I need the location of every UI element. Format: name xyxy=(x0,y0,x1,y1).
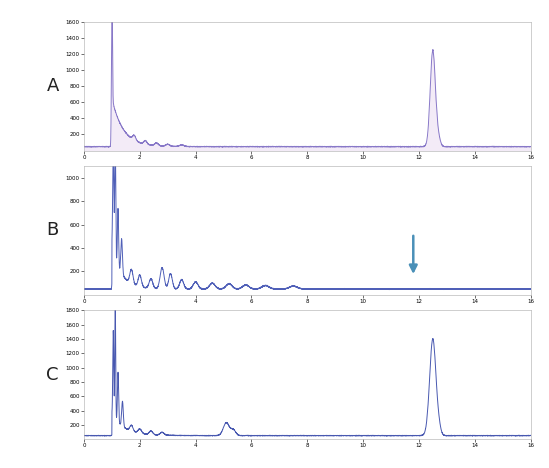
Text: C: C xyxy=(47,366,59,384)
Text: A: A xyxy=(47,77,59,95)
Text: B: B xyxy=(47,221,59,240)
